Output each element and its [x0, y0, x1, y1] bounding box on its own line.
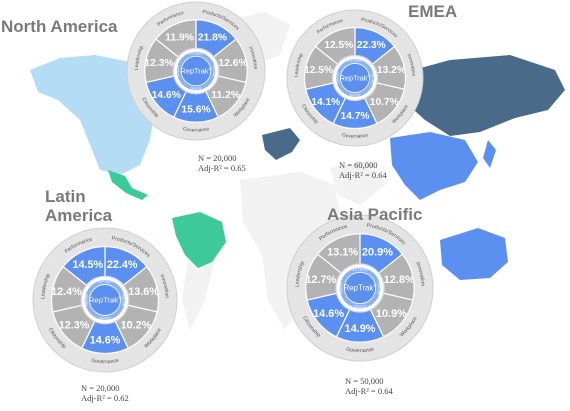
wheel-center-core: [340, 63, 370, 93]
reptrak-logo-text: RepTrak®: [340, 73, 371, 82]
adjr2-latin-america: Adj-R² = 0.62: [81, 393, 129, 403]
value-label-innovation: 12.6%: [218, 58, 247, 69]
value-label-workplace: 10.9%: [376, 308, 407, 320]
dimension-label-governance: Governance: [182, 126, 210, 133]
n-emea: N = 60,000: [339, 160, 378, 170]
value-label-performance: 12.5%: [324, 40, 353, 51]
dimension-label-governance: Governance: [345, 347, 374, 355]
value-label-workplace: 11.2%: [211, 90, 240, 101]
value-label-performance: 11.9%: [165, 32, 194, 43]
value-label-citizenship: 14.1%: [311, 97, 340, 108]
value-label-governance: 14.7%: [341, 111, 370, 122]
value-label-products-services: 20.9%: [362, 247, 393, 259]
dimension-label-leadership: Leadership: [294, 52, 305, 77]
land-russia: [395, 55, 565, 136]
center-right-label: FEELING: [122, 293, 126, 307]
value-label-leadership: 12.7%: [305, 274, 336, 286]
value-label-citizenship: 12.3%: [59, 319, 90, 331]
center-top-label: ESTEEM: [352, 267, 367, 271]
land-europe: [262, 128, 300, 160]
stats-north-america: N = 20,000 Adj-R² = 0.65: [198, 153, 246, 173]
adjr2-asia-pacific: Adj-R² = 0.64: [345, 386, 393, 396]
wheel-north-america: 21.8%Products/Services12.6%Innovation11.…: [126, 1, 266, 141]
adjr2-north-america: Adj-R² = 0.65: [198, 163, 246, 173]
dimension-label-leadership: Leadership: [134, 45, 145, 70]
center-bottom-label: TRUST: [349, 94, 362, 98]
wheel-center-core: [343, 271, 377, 305]
n-north-america: N = 20,000: [198, 153, 237, 163]
center-left-label: ADMIRE: [176, 65, 180, 77]
value-label-workplace: 10.7%: [370, 97, 399, 108]
wheel-center-core: [89, 284, 121, 316]
value-label-performance: 14.5%: [73, 259, 104, 271]
stats-emea: N = 60,000 Adj-R² = 0.64: [339, 160, 387, 180]
value-label-governance: 14.9%: [344, 323, 375, 335]
center-right-label: FEELING: [377, 281, 381, 296]
value-label-citizenship: 14.6%: [152, 90, 181, 101]
value-label-governance: 14.6%: [90, 334, 121, 346]
value-label-governance: 15.6%: [181, 104, 210, 115]
center-left-label: ADMIRE: [84, 293, 88, 307]
value-label-products-services: 22.3%: [357, 40, 386, 51]
center-bottom-label: TRUST: [354, 305, 367, 309]
wheel-asia-pacific: 20.9%Products/Services12.8%Innovation10.…: [286, 214, 434, 362]
dimension-label-leadership: Leadership: [294, 260, 306, 287]
wheel-emea: 22.3%Products/Services13.2%Innovation10.…: [286, 9, 424, 147]
n-latin-america: N = 20,000: [81, 383, 120, 393]
value-label-products-services: 22.4%: [107, 259, 138, 271]
value-label-leadership: 12.4%: [51, 286, 82, 298]
title-emea: EMEA: [408, 2, 458, 21]
center-right-label: FEELING: [212, 64, 216, 78]
value-label-workplace: 10.2%: [121, 319, 152, 331]
value-label-citizenship: 14.6%: [313, 308, 344, 320]
dimension-label-leadership: Leadership: [40, 273, 52, 299]
title-latin-america-line2: America: [45, 206, 113, 225]
title-latin-america: Latin America: [45, 187, 112, 225]
center-top-label: ESTEEM: [348, 59, 362, 63]
value-label-innovation: 12.8%: [384, 274, 415, 286]
center-top-label: ESTEEM: [189, 51, 204, 55]
dimension-label-governance: Governance: [91, 358, 120, 365]
dimension-label-innovation: Innovation: [159, 274, 170, 299]
value-label-innovation: 13.6%: [128, 286, 159, 298]
title-asia-pacific: Asia Pacific: [327, 205, 423, 224]
value-label-leadership: 12.3%: [144, 58, 173, 69]
wheel-center-core: [180, 55, 212, 87]
land-asia: [390, 132, 478, 200]
center-bottom-label: TRUST: [99, 317, 112, 321]
land-brazil: [172, 212, 226, 268]
wheel-latin-america: 22.4%Products/Services13.6%Innovation10.…: [32, 227, 178, 373]
center-bottom-label: TRUST: [190, 87, 203, 91]
title-latin-america-line1: Latin: [45, 187, 86, 206]
value-label-innovation: 13.2%: [377, 65, 406, 76]
land-middle-east: [330, 160, 385, 205]
center-left-label: ADMIRE: [339, 281, 343, 295]
value-label-products-services: 21.8%: [198, 32, 227, 43]
reptrak-logo-text: RepTrak®: [344, 283, 377, 292]
land-africa: [240, 172, 340, 330]
center-right-label: FEELING: [371, 71, 375, 85]
center-left-label: ADMIRE: [335, 72, 339, 84]
dimension-label-innovation: Innovation: [405, 53, 415, 77]
title-north-america: North America: [1, 17, 118, 36]
dimension-label-innovation: Innovation: [247, 46, 257, 70]
value-label-performance: 13.1%: [327, 247, 358, 259]
dimension-label-innovation: Innovation: [414, 261, 425, 286]
adjr2-emea: Adj-R² = 0.64: [339, 170, 387, 180]
value-label-leadership: 12.5%: [304, 65, 333, 76]
dimension-label-governance: Governance: [341, 132, 368, 139]
n-asia-pacific: N = 50,000: [345, 376, 384, 386]
center-top-label: ESTEEM: [97, 280, 112, 284]
land-mexico: [108, 170, 148, 200]
reptrak-logo-text: RepTrak®: [181, 66, 212, 75]
land-australia: [440, 228, 508, 280]
stats-latin-america: N = 20,000 Adj-R² = 0.62: [81, 383, 129, 403]
stats-asia-pacific: N = 50,000 Adj-R² = 0.64: [345, 376, 393, 396]
reptrak-logo-text: RepTrak®: [89, 295, 121, 304]
land-japan: [483, 140, 496, 168]
